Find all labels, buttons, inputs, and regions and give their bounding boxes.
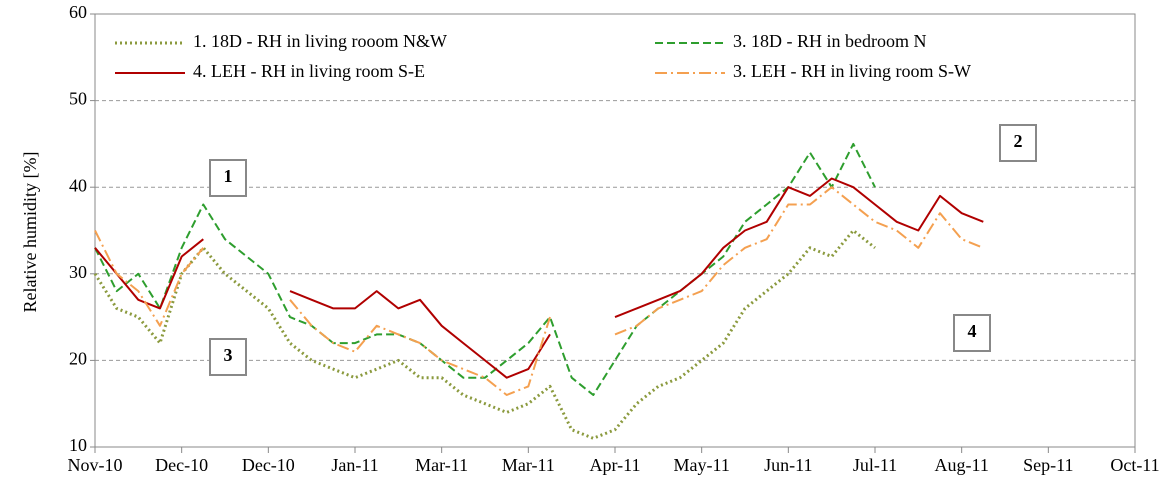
legend-label: 4. LEH - RH in living room S-E (193, 61, 425, 81)
annotation-box (209, 159, 247, 197)
x-tick-label: May-11 (674, 455, 730, 475)
x-tick-label: Mar-11 (502, 455, 555, 475)
legend-bg (650, 60, 1125, 86)
series-line (94, 186, 984, 396)
legend-bg (110, 30, 585, 56)
annotation: 3 (224, 345, 233, 365)
annotation-box (953, 314, 991, 352)
x-tick-label: Apr-11 (590, 455, 641, 475)
x-tick-label: Jan-11 (331, 455, 378, 475)
x-tick-label: Mar-11 (415, 455, 468, 475)
annotation-box (999, 124, 1037, 162)
annotation: 4 (968, 321, 977, 341)
legend-bg (110, 60, 585, 86)
x-tick-label: Jul-11 (853, 455, 897, 475)
annotation-box (209, 338, 247, 376)
y-tick-label: 30 (69, 262, 87, 282)
x-tick-label: Dec-10 (155, 455, 208, 475)
x-tick-label: Jun-11 (764, 455, 812, 475)
legend-label: 1. 18D - RH in living rooom N&W (193, 31, 447, 51)
y-tick-label: 40 (69, 175, 87, 195)
annotation: 2 (1014, 131, 1023, 151)
x-tick-label: Nov-10 (68, 455, 123, 475)
y-tick-label: 10 (69, 435, 87, 455)
y-tick-label: 20 (69, 349, 87, 369)
y-axis-label: Relative humidity [%] (20, 152, 40, 313)
series-line (93, 229, 876, 440)
legend-label: 3. LEH - RH in living room S-W (733, 61, 971, 81)
y-tick-label: 50 (69, 89, 87, 109)
annotation: 1 (224, 166, 233, 186)
x-tick-label: Oct-11 (1110, 455, 1159, 475)
legend-label: 3. 18D - RH in bedroom N (733, 31, 926, 51)
x-tick-label: Aug-11 (935, 455, 989, 475)
series-line (94, 142, 876, 396)
x-tick-label: Dec-10 (242, 455, 295, 475)
legend-bg (650, 30, 1125, 56)
x-tick-label: Sep-11 (1023, 455, 1073, 475)
y-tick-label: 60 (69, 2, 87, 22)
series-line (94, 177, 984, 379)
